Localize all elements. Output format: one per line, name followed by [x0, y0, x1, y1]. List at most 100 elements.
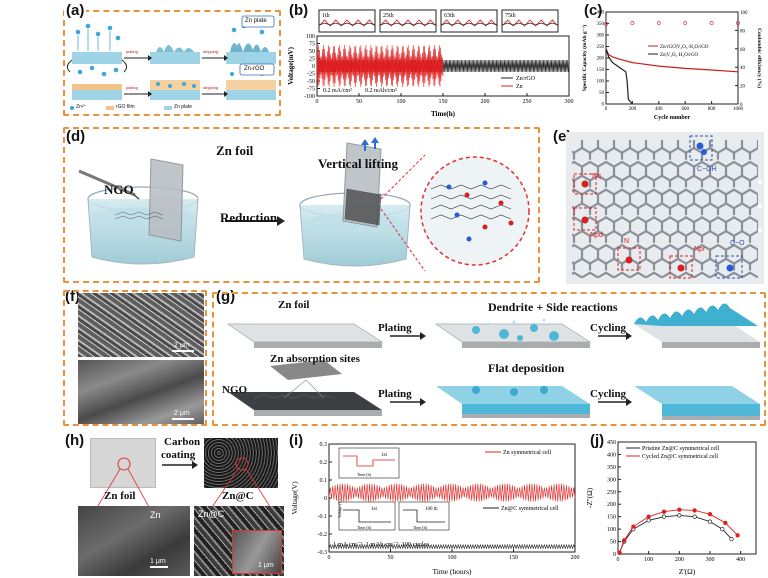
j-point — [729, 536, 734, 542]
b-series-zn — [316, 44, 444, 88]
panel-a-arrow-bottom: plating — [126, 85, 138, 90]
i-inset-1-label: 1st — [381, 453, 387, 458]
c-y-tick-label: 100 — [597, 80, 605, 85]
c-x-tick-label: 400 — [655, 107, 663, 112]
b-y-tick-label: -75 — [307, 87, 315, 93]
panel-d-ngo: NGO — [104, 182, 134, 197]
c-y2-tick-label: 40 — [740, 66, 746, 71]
i-x-tick-label: 50 — [388, 555, 394, 561]
j-point — [692, 514, 697, 519]
i-x-tick-label: 0 — [328, 555, 331, 561]
c-series-zn-rgo — [605, 48, 739, 73]
panel-h-sem-zn: Zn — [150, 510, 161, 520]
b-y-axis-label: Voltage(mV) — [287, 46, 295, 85]
sem-znc-inset — [232, 530, 282, 574]
b-y-tick-label: -50 — [307, 79, 315, 85]
i-inset-3-line — [403, 509, 445, 523]
scale-text-znc: 1 μm — [258, 562, 274, 569]
panel-h-arrow — [162, 461, 198, 469]
panel-a-legend-zn: Zn plate — [174, 104, 193, 110]
panel-e-n: N — [624, 238, 630, 245]
b-y-tick-label: -100 — [304, 94, 315, 100]
c-y2-tick-label: 80 — [740, 29, 746, 34]
panel-d — [63, 127, 540, 283]
i-legend-1: Zn symmetrical cell — [503, 450, 551, 456]
panel-a-title-top: Zn plate — [245, 18, 267, 24]
b-inset-frame — [440, 9, 498, 33]
b-inset-znrgo-line — [318, 22, 376, 26]
c-legend-1: Zn/rGO|V₂O₅·H₂O/rGO — [660, 45, 709, 50]
panel-g-zn-foil: Zn foil — [278, 299, 310, 311]
sem-zn — [78, 506, 190, 576]
j-x-axis-label: Z'(Ω) — [679, 567, 696, 576]
panel-a-legend-ion: Zn²⁺ — [76, 104, 87, 110]
i-inset-2-y: Voltage (V) — [337, 499, 342, 518]
panel-g-cycling2: Cycling — [590, 388, 627, 400]
panel-b-label: (b) — [289, 2, 309, 19]
c-y-tick-label: 300 — [597, 34, 605, 39]
c-y-tick-label: 200 — [597, 57, 605, 62]
panel-d-reduction: Reduction — [220, 210, 278, 225]
j-point — [677, 507, 682, 512]
i-inset-2-x: Time (h) — [357, 525, 372, 530]
j-y-tick-label: 300 — [607, 477, 616, 483]
c-x-tick-label: 800 — [708, 107, 716, 112]
chart-c: 0 200 400 600 800 100005010015020025030035040… — [581, 11, 763, 121]
panel-h-carbon: Carbon — [164, 436, 201, 448]
panel-e-npd: Npd — [590, 232, 603, 239]
panel-g-plating1: Plating — [378, 322, 412, 334]
c-ce-point — [604, 22, 608, 26]
panel-f-label: (f) — [65, 288, 80, 305]
panel-a-arrow-top2: stripping — [203, 49, 219, 54]
j-y-tick-label: 450 — [607, 440, 616, 446]
panel-i-label: (i) — [289, 432, 304, 449]
panel-a-schematic — [66, 15, 276, 110]
c-x-tick-label: 200 — [629, 107, 637, 112]
i-x-tick-label: 150 — [509, 555, 518, 561]
b-legend-1: Zn/rGO — [516, 76, 536, 82]
j-x-tick-label: 0 — [617, 557, 620, 563]
panel-e-coh: C−OH — [697, 166, 717, 173]
j-point — [735, 533, 740, 538]
i-inset-1-line — [343, 455, 395, 467]
b-y-tick-label: 25 — [309, 57, 315, 63]
j-point — [646, 518, 651, 523]
j-plot-frame — [617, 441, 757, 555]
c-ce-point — [656, 21, 661, 25]
b-x-tick-label: 150 — [439, 99, 448, 105]
c-y2-tick-label: 100 — [740, 11, 748, 16]
scale-bar-top — [172, 350, 194, 352]
c-ce-point — [630, 21, 635, 25]
c-y-axis-label: Specific Capacity (mAh g⁻¹) — [581, 25, 588, 91]
j-y-tick-label: 200 — [607, 502, 616, 508]
i-y-tick-label: 0.1 — [320, 478, 328, 484]
panel-e-co: C−O — [730, 240, 745, 247]
c-plot-frame — [605, 11, 739, 105]
panel-g-schematic — [226, 303, 760, 420]
j-point — [621, 538, 627, 543]
i-series-znc — [328, 543, 576, 550]
j-point — [692, 508, 697, 513]
j-point — [661, 509, 667, 514]
scale-bar-zn — [150, 566, 168, 568]
b-y-tick-label: 50 — [309, 49, 315, 55]
b-x-axis-label: Time(h) — [431, 110, 456, 118]
c-y2-tick-label: 0 — [740, 103, 743, 108]
scale-text-top: 2 μm — [174, 342, 190, 349]
c-x-tick-label: 600 — [681, 107, 689, 112]
b-inset-znrgo-line — [501, 22, 559, 26]
scale-text-zn: 1 μm — [150, 558, 166, 565]
b-x-tick-label: 200 — [481, 99, 490, 105]
b-inset-znrgo-line — [440, 22, 498, 26]
i-legend-2: Zn@C symmetrical cell — [501, 506, 559, 512]
sem-image-top — [78, 293, 204, 357]
panel-g-dendrite: Dendrite + Side reactions — [488, 300, 618, 314]
panel-d-schematic — [78, 137, 530, 272]
panel-c-label: (c) — [584, 2, 603, 19]
i-inset-3-label: 100 th — [425, 507, 438, 512]
panel-g-cycling1: Cycling — [590, 322, 627, 334]
i-series-zn — [328, 483, 576, 502]
i-inset-1-x: Time (h) — [357, 472, 372, 477]
panel-g-plating2: Plating — [378, 388, 412, 400]
j-x-tick-label: 400 — [736, 557, 745, 563]
